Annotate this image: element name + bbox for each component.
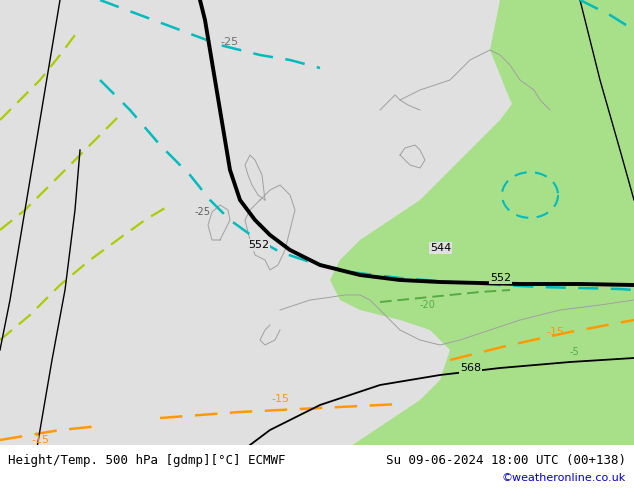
Text: -15: -15 <box>546 327 564 337</box>
Text: 552: 552 <box>248 240 269 250</box>
Polygon shape <box>0 445 634 490</box>
Text: -15: -15 <box>271 394 289 404</box>
Text: -20: -20 <box>420 300 436 310</box>
Text: -25: -25 <box>221 37 239 47</box>
Text: 544: 544 <box>430 243 451 253</box>
Text: 552: 552 <box>490 273 511 283</box>
Text: -15: -15 <box>31 435 49 445</box>
Polygon shape <box>490 0 634 200</box>
Text: Su 09-06-2024 18:00 UTC (00+138): Su 09-06-2024 18:00 UTC (00+138) <box>386 454 626 466</box>
Text: 568: 568 <box>460 363 481 373</box>
Text: Height/Temp. 500 hPa [gdmp][°C] ECMWF: Height/Temp. 500 hPa [gdmp][°C] ECMWF <box>8 454 285 466</box>
Polygon shape <box>310 0 634 490</box>
Text: -25: -25 <box>195 207 211 217</box>
Text: ©weatheronline.co.uk: ©weatheronline.co.uk <box>501 473 626 483</box>
Text: -5: -5 <box>570 347 579 357</box>
